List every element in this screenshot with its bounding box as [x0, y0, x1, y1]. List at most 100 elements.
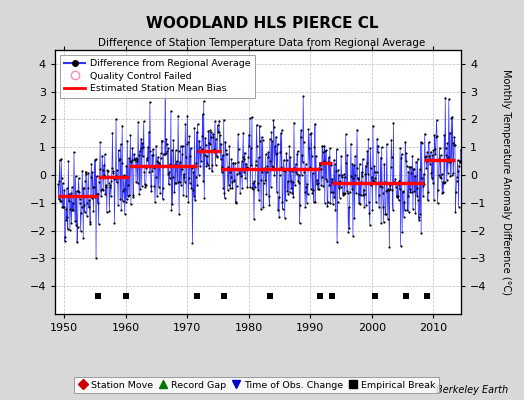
Point — [205, 164, 214, 171]
Point — [78, 168, 86, 174]
Point — [380, 178, 389, 185]
Point — [205, 140, 213, 146]
Point — [226, 185, 235, 192]
Point — [341, 173, 350, 180]
Point — [70, 149, 78, 155]
Point — [270, 172, 279, 178]
Point — [290, 119, 298, 126]
Point — [292, 168, 300, 175]
Point — [424, 188, 432, 195]
Point — [251, 184, 259, 190]
Point — [332, 146, 341, 152]
Point — [223, 166, 232, 172]
Point — [375, 183, 384, 190]
Point — [137, 136, 145, 142]
Point — [248, 185, 257, 191]
Point — [359, 192, 367, 199]
Point — [111, 175, 119, 181]
Point — [156, 190, 165, 196]
Point — [292, 171, 301, 177]
Point — [145, 169, 154, 176]
Point — [305, 131, 314, 137]
Point — [279, 167, 287, 174]
Point — [300, 139, 308, 146]
Point — [304, 126, 312, 132]
Point — [103, 209, 111, 215]
Point — [95, 179, 103, 186]
Point — [322, 176, 330, 182]
Legend: Station Move, Record Gap, Time of Obs. Change, Empirical Break: Station Move, Record Gap, Time of Obs. C… — [74, 377, 439, 393]
Point — [174, 148, 183, 154]
Point — [402, 150, 410, 156]
Point — [411, 172, 419, 179]
Point — [264, 149, 272, 155]
Point — [348, 185, 356, 192]
Point — [200, 98, 208, 104]
Point — [191, 173, 200, 180]
Point — [440, 180, 448, 186]
Point — [448, 114, 456, 120]
Point — [423, 149, 431, 156]
Point — [252, 158, 260, 164]
Point — [349, 232, 357, 239]
Point — [282, 157, 291, 164]
Point — [164, 145, 172, 152]
Point — [298, 172, 306, 178]
Point — [233, 171, 241, 177]
Point — [428, 175, 436, 181]
Point — [173, 162, 181, 168]
Text: Berkeley Earth: Berkeley Earth — [436, 385, 508, 395]
Point — [81, 178, 90, 185]
Point — [184, 199, 192, 205]
Point — [412, 184, 421, 191]
Point — [73, 224, 82, 230]
Point — [222, 147, 230, 154]
Point — [372, 199, 380, 205]
Point — [120, 186, 128, 192]
Point — [209, 130, 217, 137]
Point — [263, 163, 271, 169]
Point — [343, 188, 351, 194]
Point — [344, 228, 353, 235]
Point — [314, 186, 322, 192]
Point — [378, 184, 386, 190]
Point — [300, 169, 309, 175]
Point — [376, 154, 385, 161]
Point — [161, 150, 170, 156]
Point — [237, 158, 246, 164]
Point — [314, 164, 323, 171]
Point — [116, 141, 125, 147]
Point — [185, 133, 193, 140]
Point — [410, 166, 418, 172]
Point — [438, 171, 446, 178]
Point — [116, 196, 124, 202]
Point — [130, 156, 139, 162]
Point — [159, 185, 167, 192]
Point — [357, 192, 365, 198]
Point — [398, 229, 406, 236]
Point — [451, 142, 459, 148]
Point — [312, 152, 320, 159]
Point — [391, 176, 400, 182]
Point — [413, 156, 422, 162]
Point — [105, 180, 113, 186]
Point — [278, 127, 286, 134]
Point — [59, 180, 67, 186]
Point — [397, 151, 406, 157]
Point — [381, 211, 390, 217]
Point — [70, 193, 79, 200]
Point — [350, 215, 358, 222]
Point — [147, 183, 155, 190]
Point — [301, 204, 310, 210]
Point — [124, 192, 132, 199]
Point — [83, 200, 92, 206]
Point — [181, 178, 189, 185]
Point — [339, 192, 347, 198]
Point — [381, 211, 389, 217]
Point — [417, 229, 425, 236]
Point — [435, 156, 443, 162]
Point — [364, 170, 372, 177]
Point — [439, 188, 447, 195]
Point — [128, 144, 137, 151]
Point — [101, 191, 110, 197]
